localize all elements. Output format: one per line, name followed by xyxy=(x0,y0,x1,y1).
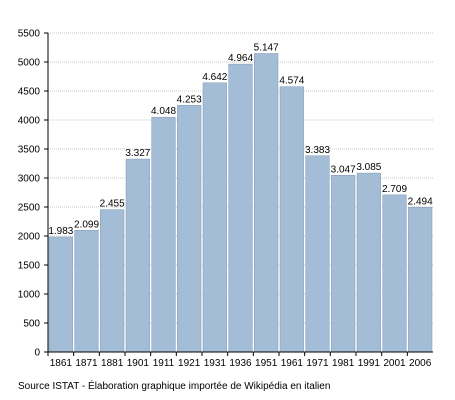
x-tick-label-1991: 1991 xyxy=(358,358,381,369)
x-tick-label-1936: 1936 xyxy=(229,358,252,369)
y-tick-label-0: 0 xyxy=(34,348,40,359)
data-label-1991: 3.085 xyxy=(356,162,381,173)
bar-1911 xyxy=(151,116,176,353)
x-tick-labels: 1861 1871 1881 1901 1911 1921 1931 1936 1951 1961… xyxy=(47,352,432,369)
x-tick-label-1881: 1881 xyxy=(101,358,124,369)
y-tick-label-4000: 4000 xyxy=(18,116,41,127)
data-label-1861: 1.983 xyxy=(48,226,73,237)
data-label-1961: 4.574 xyxy=(279,76,304,87)
x-tick-label-1861: 1861 xyxy=(50,358,73,369)
data-label-2006: 2.494 xyxy=(408,196,433,207)
x-tick-label-1981: 1981 xyxy=(332,358,355,369)
x-tick-label-2006: 2006 xyxy=(409,358,432,369)
bar-2006 xyxy=(408,207,433,353)
bar-1981 xyxy=(331,175,356,353)
data-label-1936: 4.964 xyxy=(228,53,253,64)
bar-1971 xyxy=(305,155,330,353)
y-tick-label-2000: 2000 xyxy=(18,232,41,243)
data-label-1951: 5.147 xyxy=(254,42,279,53)
y-tick-label-500: 500 xyxy=(23,319,40,330)
bar-2001 xyxy=(382,194,407,353)
data-label-1971: 3.383 xyxy=(305,145,330,156)
bar-1951 xyxy=(254,53,279,353)
bar-1921 xyxy=(177,105,202,353)
y-tick-labels: 0 500 1000 1500 2000 2500 3000 3500 4000 4500 5000… xyxy=(18,29,41,359)
bar-1861 xyxy=(48,236,73,353)
data-label-1921: 4.253 xyxy=(177,94,202,105)
y-tick-label-3000: 3000 xyxy=(18,174,41,185)
bar-1991 xyxy=(356,172,381,353)
data-label-2001: 2.709 xyxy=(382,184,407,195)
x-tick-label-1961: 1961 xyxy=(281,358,304,369)
x-tick-label-1871: 1871 xyxy=(75,358,98,369)
data-label-1901: 3.327 xyxy=(125,148,150,159)
x-tick-label-1921: 1921 xyxy=(178,358,201,369)
y-tick-label-2500: 2500 xyxy=(18,203,41,214)
bar-1871 xyxy=(74,230,99,353)
bar-1881 xyxy=(100,209,125,353)
x-tick-label-1971: 1971 xyxy=(306,358,329,369)
y-tick-label-5000: 5000 xyxy=(18,58,41,69)
bar-1961 xyxy=(279,86,304,353)
y-tick-label-1000: 1000 xyxy=(18,290,41,301)
axes xyxy=(47,33,433,353)
data-label-1881: 2.455 xyxy=(100,199,125,210)
data-label-1911: 4.048 xyxy=(151,106,176,117)
data-label-1931: 4.642 xyxy=(202,72,227,83)
y-tick-label-3500: 3500 xyxy=(18,145,41,156)
y-tick-label-4500: 4500 xyxy=(18,87,41,98)
x-tick-label-2001: 2001 xyxy=(383,358,406,369)
x-tick-label-1901: 1901 xyxy=(127,358,150,369)
source-note: Source ISTAT - Élaboration graphique imp… xyxy=(18,381,331,392)
y-tick-label-5500: 5500 xyxy=(18,29,41,40)
x-tick-label-1931: 1931 xyxy=(204,358,227,369)
x-tick-label-1911: 1911 xyxy=(153,358,175,369)
data-label-1981: 3.047 xyxy=(331,164,356,175)
y-tick-label-1500: 1500 xyxy=(18,261,41,272)
bar-1936 xyxy=(228,63,253,353)
bars xyxy=(48,53,433,353)
x-tick-label-1951: 1951 xyxy=(255,358,278,369)
bar-1931 xyxy=(202,82,227,353)
data-label-1871: 2.099 xyxy=(74,219,99,230)
bar-1901 xyxy=(125,158,150,353)
